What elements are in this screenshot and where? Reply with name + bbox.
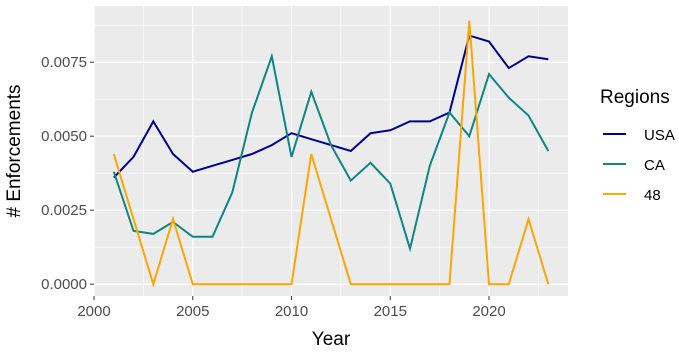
- y-tick-label: 0.0050: [41, 128, 87, 145]
- plot-panel: [94, 6, 568, 296]
- x-axis-title: Year: [312, 329, 351, 350]
- y-axis-title: # Enforcements: [4, 84, 25, 217]
- x-tick-label: 2010: [275, 303, 308, 320]
- x-tick-label: 2000: [77, 303, 110, 320]
- legend: Regions USA CA 48: [600, 87, 675, 208]
- legend-label-usa: USA: [644, 127, 675, 144]
- y-tick-label: 0.0000: [41, 276, 87, 293]
- legend-label-48: 48: [644, 187, 661, 204]
- legend-label-ca: CA: [644, 157, 665, 174]
- legend-title: Regions: [600, 87, 670, 108]
- series-lines: [112, 20, 550, 288]
- y-axis: 0.0000 0.0025 0.0050 0.0075: [41, 54, 94, 293]
- x-axis: 2000 2005 2010 2015 2020: [77, 296, 506, 320]
- y-tick-label: 0.0025: [41, 202, 87, 219]
- y-tick-label: 0.0075: [41, 54, 87, 71]
- series-line-48: [112, 20, 550, 288]
- x-tick-label: 2020: [472, 303, 505, 320]
- x-tick-label: 2015: [374, 303, 407, 320]
- x-tick-label: 2005: [176, 303, 209, 320]
